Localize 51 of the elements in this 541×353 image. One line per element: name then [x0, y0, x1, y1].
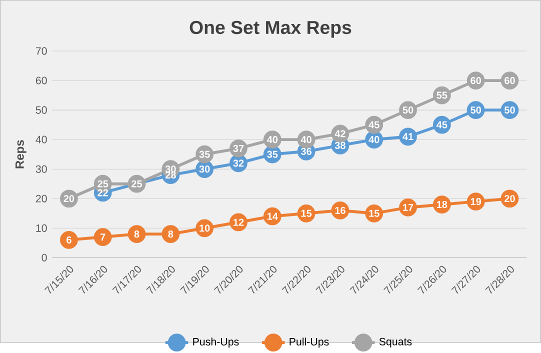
data-label: 32: [233, 160, 244, 167]
y-tick-label: 10: [36, 224, 47, 232]
data-label: 40: [266, 136, 278, 144]
data-label: 50: [470, 106, 481, 114]
data-label: 41: [402, 133, 414, 140]
data-label: 40: [300, 136, 312, 144]
data-label: 18: [436, 201, 448, 208]
data-label: 19: [470, 198, 482, 206]
data-label: 6: [66, 236, 72, 244]
data-label: 30: [199, 166, 210, 173]
data-label: 17: [403, 204, 414, 212]
y-tick-label: 20: [36, 194, 47, 203]
data-label: 45: [368, 121, 380, 128]
data-label: 22: [98, 189, 108, 196]
data-label: 8: [134, 230, 140, 238]
data-label: 37: [233, 145, 244, 152]
data-label: 45: [436, 121, 448, 128]
y-tick-label: 60: [36, 76, 47, 84]
data-label: 15: [301, 210, 312, 218]
data-label: 20: [504, 195, 515, 202]
y-tick-label: 30: [36, 165, 47, 174]
data-label: 14: [267, 213, 278, 220]
y-tick-label: 40: [36, 136, 47, 144]
y-tick-label: 0: [42, 254, 47, 262]
data-label: 42: [334, 130, 346, 138]
data-label: 12: [234, 218, 244, 226]
y-axis-title: Reps: [16, 140, 26, 168]
legend-label: Pull-Ups: [290, 338, 329, 348]
data-label: 36: [300, 148, 312, 156]
data-label: 35: [199, 150, 210, 158]
data-label: 38: [334, 142, 346, 150]
legend-label: Push-Ups: [193, 338, 239, 348]
data-label: 10: [200, 224, 210, 232]
data-label: 50: [402, 106, 414, 114]
data-label: 8: [168, 230, 174, 238]
data-label: 25: [132, 180, 142, 188]
data-label: 40: [368, 136, 380, 144]
y-tick-label: 50: [36, 106, 47, 114]
data-label: 25: [98, 180, 108, 188]
data-label: 7: [100, 234, 106, 241]
data-label: 55: [436, 92, 448, 99]
data-label: 50: [504, 106, 515, 114]
legend-label: Squats: [379, 338, 412, 348]
data-label: 60: [470, 77, 481, 84]
data-label: 60: [504, 77, 515, 84]
y-tick-label: 70: [36, 47, 47, 55]
data-label: 20: [64, 195, 74, 202]
chart-title: One Set Max Reps: [190, 20, 352, 38]
data-label: 16: [335, 207, 346, 214]
data-label: 35: [267, 150, 278, 158]
data-label: 15: [369, 210, 380, 218]
